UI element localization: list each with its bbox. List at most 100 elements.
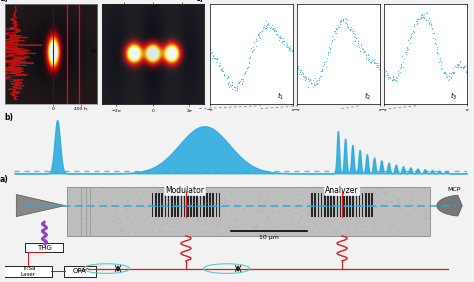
Point bbox=[219, 66, 226, 70]
Point bbox=[374, 60, 382, 65]
Point bbox=[322, 196, 330, 201]
Point bbox=[385, 75, 392, 80]
Point bbox=[124, 216, 131, 220]
Point bbox=[327, 217, 334, 221]
Point bbox=[435, 51, 442, 56]
Point bbox=[188, 197, 195, 201]
Point bbox=[101, 206, 109, 210]
Point bbox=[357, 202, 365, 207]
Point bbox=[81, 186, 89, 191]
Point bbox=[347, 27, 355, 32]
Point bbox=[310, 190, 317, 195]
Point bbox=[284, 211, 292, 215]
Point bbox=[247, 231, 255, 235]
Point bbox=[232, 202, 240, 206]
Point bbox=[227, 207, 235, 212]
Bar bbox=[368, 193, 370, 217]
Point bbox=[319, 204, 327, 209]
Point bbox=[196, 204, 204, 209]
Point bbox=[328, 206, 335, 210]
Point bbox=[104, 213, 112, 218]
Point bbox=[355, 202, 362, 207]
Point bbox=[247, 203, 255, 208]
Point bbox=[322, 197, 329, 201]
Point bbox=[124, 200, 131, 204]
Point bbox=[228, 80, 236, 85]
Point bbox=[153, 188, 161, 193]
Point bbox=[423, 11, 431, 16]
Point bbox=[288, 219, 296, 223]
Point bbox=[402, 212, 410, 216]
Point bbox=[219, 190, 226, 194]
Point bbox=[150, 224, 157, 229]
Point bbox=[248, 229, 256, 233]
Point bbox=[324, 218, 332, 222]
Point bbox=[344, 25, 352, 29]
Point bbox=[162, 212, 170, 217]
Point bbox=[313, 82, 321, 87]
Point bbox=[291, 229, 298, 233]
Point bbox=[93, 219, 100, 224]
Point bbox=[149, 204, 156, 208]
Point bbox=[414, 19, 421, 23]
Point bbox=[388, 228, 396, 232]
Point bbox=[461, 64, 469, 69]
Point bbox=[420, 222, 428, 227]
Point bbox=[87, 221, 94, 225]
Point bbox=[150, 206, 157, 210]
Point bbox=[135, 201, 143, 205]
Bar bbox=[324, 193, 326, 217]
Point bbox=[142, 199, 149, 204]
Point bbox=[72, 231, 80, 235]
Point bbox=[148, 196, 155, 200]
Point bbox=[300, 72, 307, 76]
Point bbox=[416, 195, 424, 200]
Point bbox=[234, 84, 241, 88]
Point bbox=[313, 226, 320, 231]
Point bbox=[127, 194, 134, 199]
Point bbox=[112, 226, 119, 230]
Point bbox=[213, 56, 221, 61]
Point bbox=[224, 225, 232, 230]
Point bbox=[283, 227, 291, 232]
Point bbox=[165, 217, 173, 221]
Point bbox=[402, 49, 410, 54]
Point bbox=[255, 33, 263, 38]
Point bbox=[141, 209, 149, 213]
Point bbox=[415, 16, 422, 21]
Point bbox=[140, 199, 148, 204]
Point bbox=[340, 203, 348, 208]
Point bbox=[310, 81, 318, 85]
Point bbox=[39, 220, 46, 224]
Point bbox=[253, 189, 260, 193]
Point bbox=[84, 217, 91, 221]
Bar bbox=[168, 193, 169, 217]
Point bbox=[450, 69, 458, 74]
Point bbox=[167, 231, 175, 235]
Point bbox=[352, 215, 360, 219]
Point bbox=[372, 225, 380, 230]
Point bbox=[353, 186, 360, 191]
Point bbox=[145, 191, 153, 196]
Point bbox=[194, 212, 201, 217]
Point bbox=[317, 228, 324, 233]
Point bbox=[124, 231, 132, 235]
Point bbox=[183, 230, 191, 234]
Point bbox=[253, 218, 261, 222]
Point bbox=[319, 202, 326, 207]
Point bbox=[301, 76, 309, 80]
Point bbox=[269, 210, 277, 215]
Point bbox=[198, 219, 205, 224]
Point bbox=[177, 187, 184, 192]
Point bbox=[148, 199, 156, 204]
Point bbox=[173, 186, 180, 191]
Point bbox=[332, 214, 340, 219]
Point bbox=[168, 195, 175, 199]
Point bbox=[302, 188, 310, 192]
Point bbox=[443, 72, 450, 76]
Point bbox=[77, 217, 85, 221]
Point bbox=[123, 214, 131, 219]
Point bbox=[353, 215, 361, 219]
Point bbox=[201, 223, 208, 228]
Point bbox=[334, 25, 341, 29]
